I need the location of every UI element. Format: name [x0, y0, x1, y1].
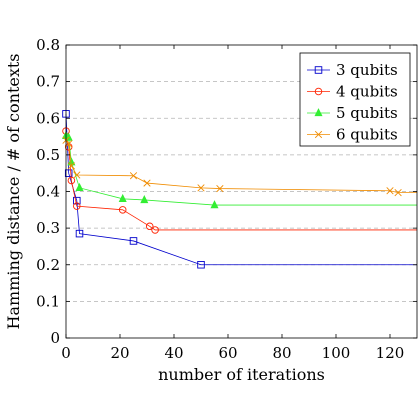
legend-box [299, 52, 411, 147]
y-axis-label: Hamming distance / # of contexts [4, 53, 23, 329]
x-tick-label-4: 80 [272, 344, 291, 362]
y-tick-label-5: 0.5 [36, 146, 60, 164]
x-tick-label-3: 60 [218, 344, 237, 362]
data-point-1-5 [145, 222, 154, 231]
y-tick-label-1: 0.1 [36, 292, 60, 310]
legend-marker-1 [314, 87, 323, 96]
legend-marker-3 [314, 130, 323, 139]
data-point-3-3 [73, 171, 81, 179]
data-point-3-1 [65, 140, 73, 148]
x-axis-label: number of iterations [158, 365, 325, 384]
legend-marker-0 [314, 66, 323, 74]
data-point-3-8 [386, 187, 394, 195]
axis-ticks: 0 0.1 0.2 0.3 0.4 0.5 0.6 0.7 0.8 0 20 40 60 80 100 120 [36, 36, 417, 362]
series-line-0 [65, 113, 417, 266]
legend-label-1: 4 qubits [336, 83, 398, 101]
series-0 [62, 110, 417, 269]
y-tick-label-0: 0 [50, 329, 60, 347]
data-point-0-1 [64, 169, 73, 177]
data-point-2-4 [118, 193, 127, 202]
x-tick-label-6: 120 [376, 344, 405, 362]
x-tick-label-2: 40 [164, 344, 183, 362]
legend-label-2: 5 qubits [336, 104, 398, 122]
y-tick-label-7: 0.7 [36, 73, 60, 91]
data-point-2-5 [140, 195, 149, 204]
y-tick-label-8: 0.8 [36, 36, 60, 54]
series-line-2 [65, 135, 417, 206]
legend-marker-2 [314, 108, 323, 117]
data-point-3-5 [143, 179, 151, 187]
legend-label-3: 6 qubits [336, 126, 398, 144]
y-tick-label-2: 0.2 [36, 256, 60, 274]
x-tick-label-5: 100 [322, 344, 351, 362]
x-tick-label-0: 0 [61, 344, 71, 362]
data-point-3-6 [197, 184, 205, 192]
data-point-3-4 [129, 172, 138, 180]
data-point-1-6 [151, 226, 159, 234]
legend-label-0: 3 qubits [336, 61, 398, 79]
data-point-1-2 [67, 176, 76, 185]
series-line-3 [65, 139, 417, 193]
data-point-0-2 [73, 196, 81, 205]
series-group [61, 110, 417, 269]
x-tick-label-1: 20 [110, 344, 129, 362]
data-point-0-5 [197, 261, 205, 269]
data-point-3-9 [394, 188, 402, 197]
y-tick-label-4: 0.4 [36, 183, 60, 201]
data-point-3-2 [67, 162, 76, 170]
series-3 [62, 136, 417, 197]
data-point-1-3 [73, 202, 81, 210]
data-point-1-4 [118, 206, 127, 214]
data-point-3-7 [216, 184, 224, 193]
data-point-2-3 [75, 182, 84, 191]
data-point-0-4 [129, 237, 138, 245]
data-point-0-3 [75, 229, 84, 238]
legend: 3 qubits 4 qubits 5 qubits 6 qubits [299, 52, 411, 147]
y-tick-label-3: 0.3 [36, 219, 60, 237]
series-line-1 [65, 131, 417, 231]
y-tick-label-6: 0.6 [36, 109, 60, 127]
data-point-2-6 [210, 200, 219, 209]
